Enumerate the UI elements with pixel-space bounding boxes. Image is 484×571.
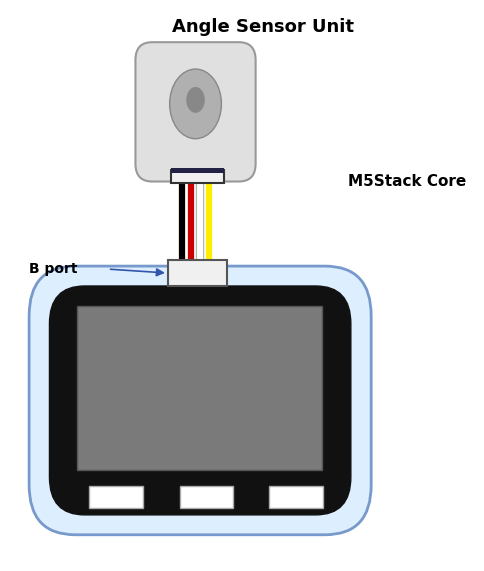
Ellipse shape: [186, 87, 205, 113]
Bar: [180, 486, 233, 508]
Bar: [270, 486, 323, 508]
Bar: [89, 486, 143, 508]
Bar: [168, 260, 227, 286]
Text: Angle Sensor Unit: Angle Sensor Unit: [172, 18, 354, 37]
Text: M5Stack Core: M5Stack Core: [348, 174, 466, 189]
Bar: [170, 167, 224, 172]
FancyBboxPatch shape: [49, 286, 351, 515]
Bar: [170, 170, 224, 183]
FancyBboxPatch shape: [136, 42, 256, 182]
Ellipse shape: [170, 69, 221, 139]
Text: B port: B port: [29, 262, 77, 276]
Bar: [77, 306, 322, 470]
FancyBboxPatch shape: [29, 266, 371, 535]
